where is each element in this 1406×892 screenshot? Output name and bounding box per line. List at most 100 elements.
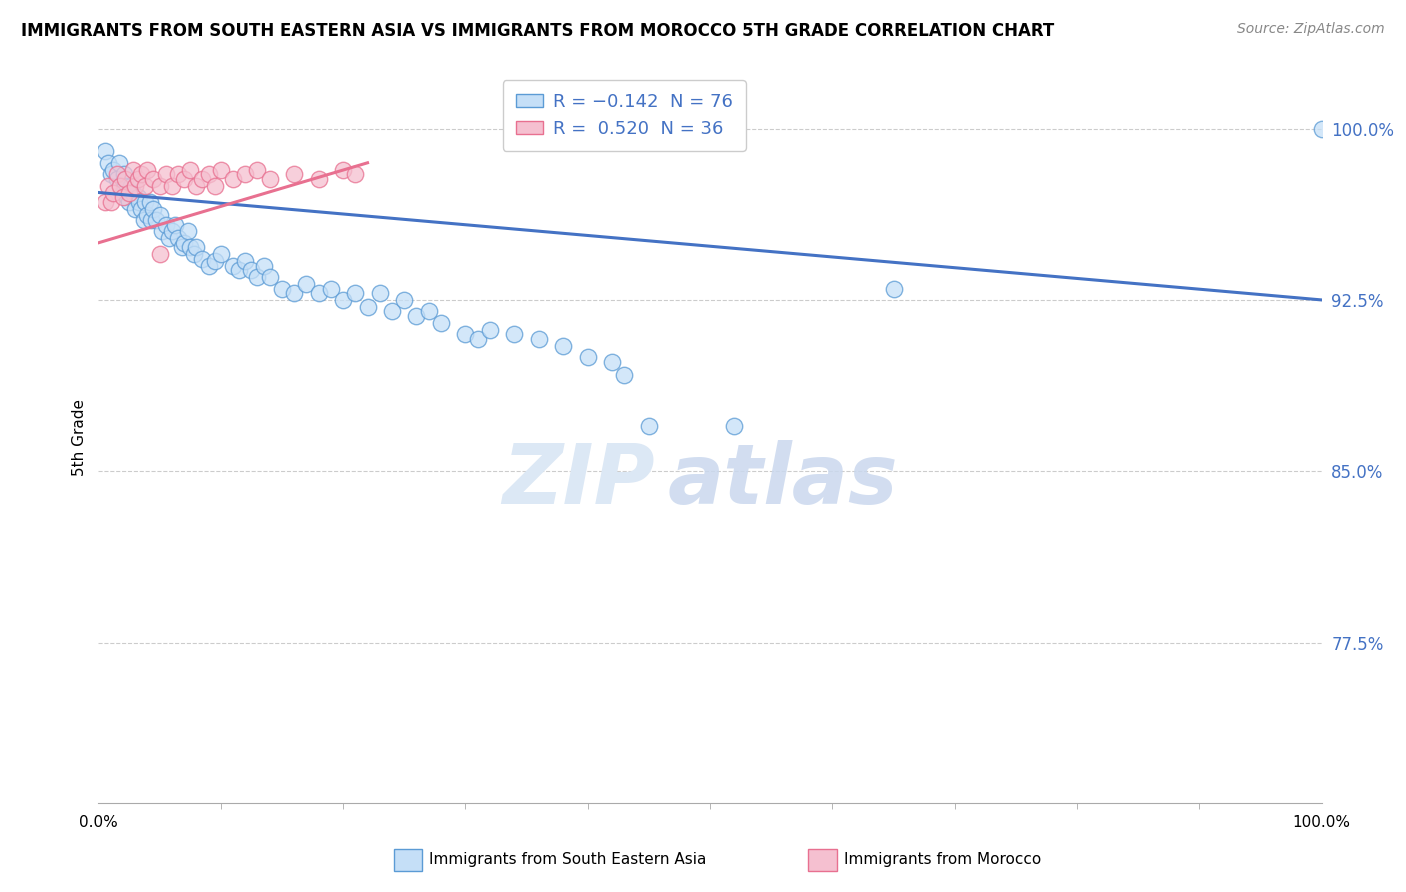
Point [405,309,427,323]
Point [120,178,142,193]
Point [110,178,132,193]
Point [233,254,256,268]
Point [114,178,136,193]
Point [115,190,138,204]
Point [356,300,378,314]
Point [139,213,162,227]
Point [246,162,269,177]
Point [173,235,195,250]
Point [308,171,330,186]
Point [127,190,149,204]
Point [105,167,128,181]
Y-axis label: 5th Grade: 5th Grade [72,399,87,475]
Point [467,332,489,346]
Point [97,155,120,169]
Point [240,263,263,277]
Point [430,316,453,330]
Point [392,293,416,307]
Point [283,286,305,301]
Point [136,208,159,222]
Point [121,162,143,177]
Point [344,167,367,181]
Point [527,332,550,346]
Point [134,178,156,193]
Point [233,167,256,181]
Point [454,327,477,342]
Point [124,178,146,193]
Point [97,178,120,193]
Point [270,281,294,295]
Point [209,162,232,177]
Point [246,270,269,285]
Point [197,167,219,181]
Point [252,259,274,273]
Point [139,194,162,209]
Point [127,171,149,186]
Point [160,224,183,238]
Point [93,145,115,159]
Point [883,281,905,295]
Point [105,171,128,186]
Point [149,178,172,193]
Point [108,155,131,169]
Point [209,247,232,261]
Point [155,218,177,232]
Point [121,186,143,200]
Point [177,224,200,238]
Point [142,171,165,186]
Point [222,259,245,273]
Point [191,252,214,266]
Point [170,240,193,254]
Point [197,259,219,273]
Point [100,167,122,181]
Text: Immigrants from South Eastern Asia: Immigrants from South Eastern Asia [429,853,706,867]
Point [259,270,281,285]
Point [112,167,135,181]
Text: IMMIGRANTS FROM SOUTH EASTERN ASIA VS IMMIGRANTS FROM MOROCCO 5TH GRADE CORRELAT: IMMIGRANTS FROM SOUTH EASTERN ASIA VS IM… [21,22,1054,40]
Point [204,254,226,268]
Point [155,167,177,181]
Point [111,190,134,204]
Point [308,286,330,301]
Point [576,350,599,364]
Point [179,162,201,177]
Point [344,286,367,301]
Point [167,167,190,181]
Point [111,186,134,200]
Point [368,286,391,301]
Legend: R = −0.142  N = 76, R =  0.520  N = 36: R = −0.142 N = 76, R = 0.520 N = 36 [503,80,747,151]
Point [478,323,501,337]
Point [132,213,155,227]
Point [418,304,440,318]
Point [332,293,354,307]
Point [173,171,195,186]
Point [136,162,159,177]
Point [332,162,354,177]
Point [186,178,208,193]
Point [110,178,132,193]
Point [204,178,226,193]
Point [637,418,661,433]
Point [134,194,156,209]
Text: atlas: atlas [668,441,898,522]
Point [179,240,201,254]
Point [228,263,250,277]
Point [128,194,150,209]
Point [118,194,141,209]
Text: Source: ZipAtlas.com: Source: ZipAtlas.com [1237,22,1385,37]
Point [100,194,122,209]
Point [283,167,305,181]
Point [222,171,245,186]
Point [723,418,745,433]
Point [142,202,165,216]
Point [1310,121,1333,136]
Point [319,281,342,295]
Point [160,178,183,193]
Point [295,277,318,291]
Point [503,327,526,342]
Point [124,202,146,216]
Point [118,186,141,200]
Point [129,202,152,216]
Point [167,231,190,245]
Point [191,171,214,186]
